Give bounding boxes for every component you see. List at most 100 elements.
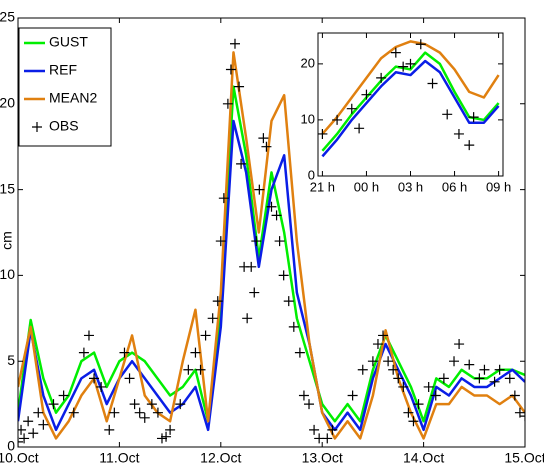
obs-marker [520,411,525,422]
obs-marker [413,399,424,410]
y-tick-label: 5 [7,352,15,368]
obs-marker [398,61,409,72]
y-tick-label: 20 [301,55,315,70]
obs-marker [38,419,49,430]
series-line [321,59,500,158]
obs-marker [271,210,282,221]
obs-marker [449,356,460,367]
obs-marker [354,123,365,134]
obs-marker [129,399,140,410]
obs-marker [288,321,299,332]
obs-marker [509,390,520,401]
obs-marker [427,78,438,89]
obs-marker [274,236,285,247]
obs-marker [309,424,320,435]
obs-marker [346,103,357,114]
obs-marker [18,436,23,447]
obs-marker [225,64,236,75]
inset-axes: 21 h 00 h 03 h 06 h 09 h 0 10 20 [301,32,511,194]
plot [318,39,500,158]
obs-marker [261,141,272,152]
legend-label: OBS [49,118,79,134]
obs-marker [96,381,107,392]
obs-marker [212,296,223,307]
obs-marker [254,184,265,195]
obs-marker [430,390,441,401]
obs-marker [283,296,294,307]
obs-marker [28,428,39,439]
obs-marker [266,201,277,212]
obs-marker [294,347,305,358]
plot-area [318,33,503,176]
obs-marker [165,424,176,435]
obs-marker [393,373,404,384]
obs-marker [514,407,525,418]
obs-marker [388,364,399,375]
obs-marker [408,416,419,427]
obs-marker [453,128,464,139]
obs-marker [464,140,475,151]
obs-marker [249,287,260,298]
y-tick-label: 25 [0,9,15,25]
obs-marker [152,407,163,418]
obs-marker [494,364,505,375]
obs-marker [218,193,229,204]
obs-marker [190,347,201,358]
series-line [18,51,525,440]
obs-marker [423,381,434,392]
legend-box [18,27,112,147]
obs-marker [383,356,394,367]
obs-marker [175,399,186,410]
series-line [18,85,525,423]
obs-marker [68,407,79,418]
obs-marker [33,407,44,418]
obs-marker [234,81,245,92]
obs-marker [19,433,30,444]
x-tick-label: 03 h [398,179,423,194]
x-tick-label: 14.Oct [403,450,444,466]
obs-marker [372,339,383,350]
obs-marker [367,356,378,367]
y-tick-label: 0 [7,438,15,454]
obs-marker [215,236,226,247]
obs-marker [222,98,233,109]
obs-marker [156,433,167,444]
obs-marker [146,399,157,410]
x-tick-label: 13.Oct [302,450,343,466]
obs-marker [398,381,409,392]
obs-marker [18,424,27,435]
obs-marker [403,407,414,418]
obs-marker [124,373,135,384]
obs-marker [251,236,262,247]
axes-box [17,17,526,448]
obs-marker [78,347,89,358]
y-tick-label: 10 [0,266,15,282]
obs-marker [489,376,500,387]
y-tick-label: 20 [0,95,15,111]
series-line [321,40,500,135]
legend-label: REF [49,62,77,78]
obs-marker [479,364,490,375]
obs-marker [304,399,315,410]
obs-marker [119,347,130,358]
obs-marker [405,58,416,69]
obs-marker [390,47,401,58]
series-line [18,119,525,432]
obs-marker [195,364,206,375]
obs-marker [48,399,59,410]
obs-marker [376,72,387,83]
x-tick-label: 11.Oct [99,450,139,466]
obs-marker [139,412,150,423]
obs-marker [332,114,343,125]
obs-marker [104,424,115,435]
y-tick-label: 15 [0,180,15,196]
obs-marker [454,339,465,350]
obs-marker [361,89,372,100]
y-tick-label: 0 [308,167,315,182]
x-tick-label: 06 h [442,179,467,194]
legend-label: MEAN2 [49,90,97,106]
obs-marker [89,373,100,384]
x-tick-label: 12.Oct [200,450,241,466]
obs-marker [415,39,426,50]
